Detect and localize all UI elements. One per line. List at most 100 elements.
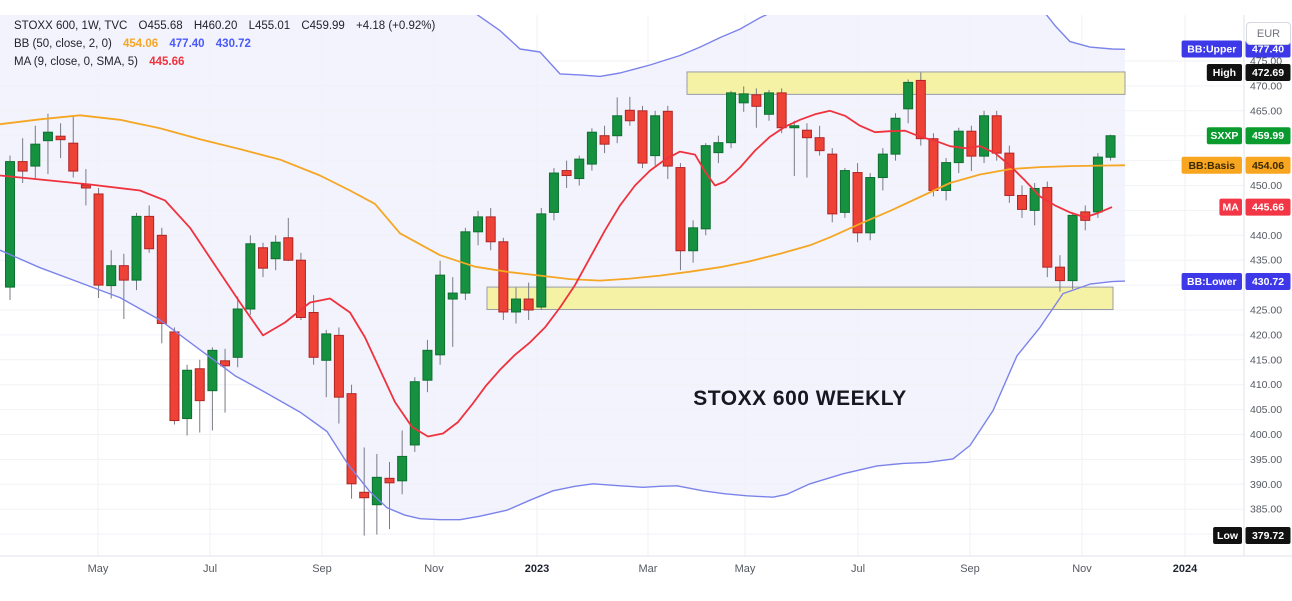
candle — [738, 86, 749, 112]
candle — [1017, 185, 1027, 218]
svg-text:BB:Upper: BB:Upper — [1187, 44, 1236, 56]
currency-button[interactable]: EUR — [1246, 22, 1291, 45]
candle — [118, 253, 129, 319]
candle — [1004, 145, 1015, 203]
candle — [548, 168, 559, 221]
candle — [662, 105, 673, 180]
candle — [220, 348, 231, 413]
candle — [321, 329, 332, 398]
svg-text:472.69: 472.69 — [1252, 67, 1284, 79]
bb-upper-value: 477.40 — [169, 38, 205, 50]
price-tick-label: 420.00 — [1250, 329, 1282, 341]
candle — [650, 110, 661, 166]
legend: STOXX 600, 1W, TVC O455.68 H460.20 L455.… — [14, 18, 443, 72]
price-tick-label: 450.00 — [1250, 180, 1282, 192]
svg-text:445.66: 445.66 — [1252, 202, 1284, 214]
candle — [624, 96, 635, 126]
candle — [447, 277, 458, 347]
candle — [194, 359, 205, 433]
candle — [1054, 255, 1065, 292]
candle — [561, 160, 572, 188]
candle — [827, 148, 838, 223]
time-axis-label: May — [735, 563, 756, 575]
candle — [93, 187, 104, 299]
price-tick-label: 425.00 — [1250, 305, 1282, 317]
price-badge-bb-basis: BB:Basis 454.06 — [1181, 156, 1291, 174]
price-tick-label: 410.00 — [1250, 379, 1282, 391]
candle — [283, 217, 294, 262]
bb-indicator-title: BB (50, close, 2, 0) — [14, 38, 112, 50]
svg-text:BB:Basis: BB:Basis — [1188, 160, 1235, 172]
candle — [599, 125, 610, 154]
candle — [1092, 153, 1103, 218]
ma-value: 445.66 — [149, 56, 185, 68]
candle — [42, 113, 53, 175]
price-badge-ma: MA 445.66 — [1219, 198, 1291, 216]
candlestick-series — [5, 72, 1116, 536]
candle — [726, 90, 737, 149]
candle — [80, 169, 91, 206]
candle — [865, 173, 876, 241]
time-axis-label: 2024 — [1173, 563, 1198, 575]
candle — [422, 339, 433, 393]
highlight-zones[interactable] — [486, 71, 1126, 311]
candle — [409, 377, 420, 452]
time-axis[interactable]: May Jul Sep Nov 2023 Mar May Jul Sep Nov 2024 — [88, 563, 1199, 575]
legend-bb-row[interactable]: BB (50, close, 2, 0) 454.06 477.40 430.7… — [14, 36, 443, 53]
svg-text:SXXP: SXXP — [1210, 130, 1238, 142]
grid-lines — [0, 15, 1244, 556]
candle — [979, 110, 990, 164]
ma-indicator-title: MA (9, close, 0, SMA, 5) — [14, 56, 138, 68]
candle — [612, 97, 623, 144]
svg-text:High: High — [1213, 67, 1236, 79]
svg-text:454.06: 454.06 — [1252, 160, 1284, 172]
candle — [776, 88, 787, 134]
candle — [144, 205, 155, 253]
price-tick-label: 465.00 — [1250, 105, 1282, 117]
candle — [245, 235, 256, 315]
ohlc-open: O455.68 — [138, 20, 183, 32]
candle — [1067, 212, 1078, 290]
candle — [17, 138, 28, 184]
legend-symbol-row[interactable]: STOXX 600, 1W, TVC O455.68 H460.20 L455.… — [14, 18, 443, 35]
candle — [764, 89, 774, 121]
price-tick-label: 390.00 — [1250, 479, 1282, 491]
candle — [586, 128, 597, 171]
bollinger-band-fill — [0, 15, 1125, 520]
candle — [207, 347, 218, 431]
price-badge-sxxp: SXXP 459.99 — [1206, 127, 1291, 145]
legend-ma-row[interactable]: MA (9, close, 0, SMA, 5) 445.66 — [14, 54, 443, 71]
ohlc-high: H460.20 — [193, 20, 238, 32]
price-tick-label: 395.00 — [1250, 454, 1282, 466]
candle — [68, 115, 79, 178]
price-badge-high: High 472.69 — [1206, 64, 1291, 82]
price-tick-label: 440.00 — [1250, 230, 1282, 242]
candle — [511, 287, 521, 324]
candle — [371, 453, 382, 535]
price-tick-label: 385.00 — [1250, 504, 1282, 516]
svg-text:477.40: 477.40 — [1252, 44, 1284, 56]
candle — [232, 296, 243, 368]
candle — [839, 168, 850, 218]
svg-text:BB:Lower: BB:Lower — [1187, 276, 1237, 288]
candle — [675, 163, 686, 271]
candle — [877, 148, 888, 191]
price-tick-label: 405.00 — [1250, 404, 1282, 416]
candle — [713, 135, 724, 164]
candle — [941, 158, 952, 201]
svg-text:430.72: 430.72 — [1252, 276, 1284, 288]
candle — [915, 72, 926, 146]
candle — [384, 461, 395, 530]
price-tick-label: 470.00 — [1250, 80, 1282, 92]
candle — [473, 210, 484, 246]
candle — [991, 110, 1002, 161]
candle — [751, 88, 762, 128]
ohlc-change: +4.18 (+0.92%) — [356, 20, 436, 32]
candle — [536, 207, 547, 310]
candle — [333, 327, 344, 424]
support-zone[interactable] — [486, 286, 1114, 311]
candle — [308, 295, 319, 365]
bb-fill-area — [0, 15, 1125, 520]
candle — [890, 113, 901, 161]
